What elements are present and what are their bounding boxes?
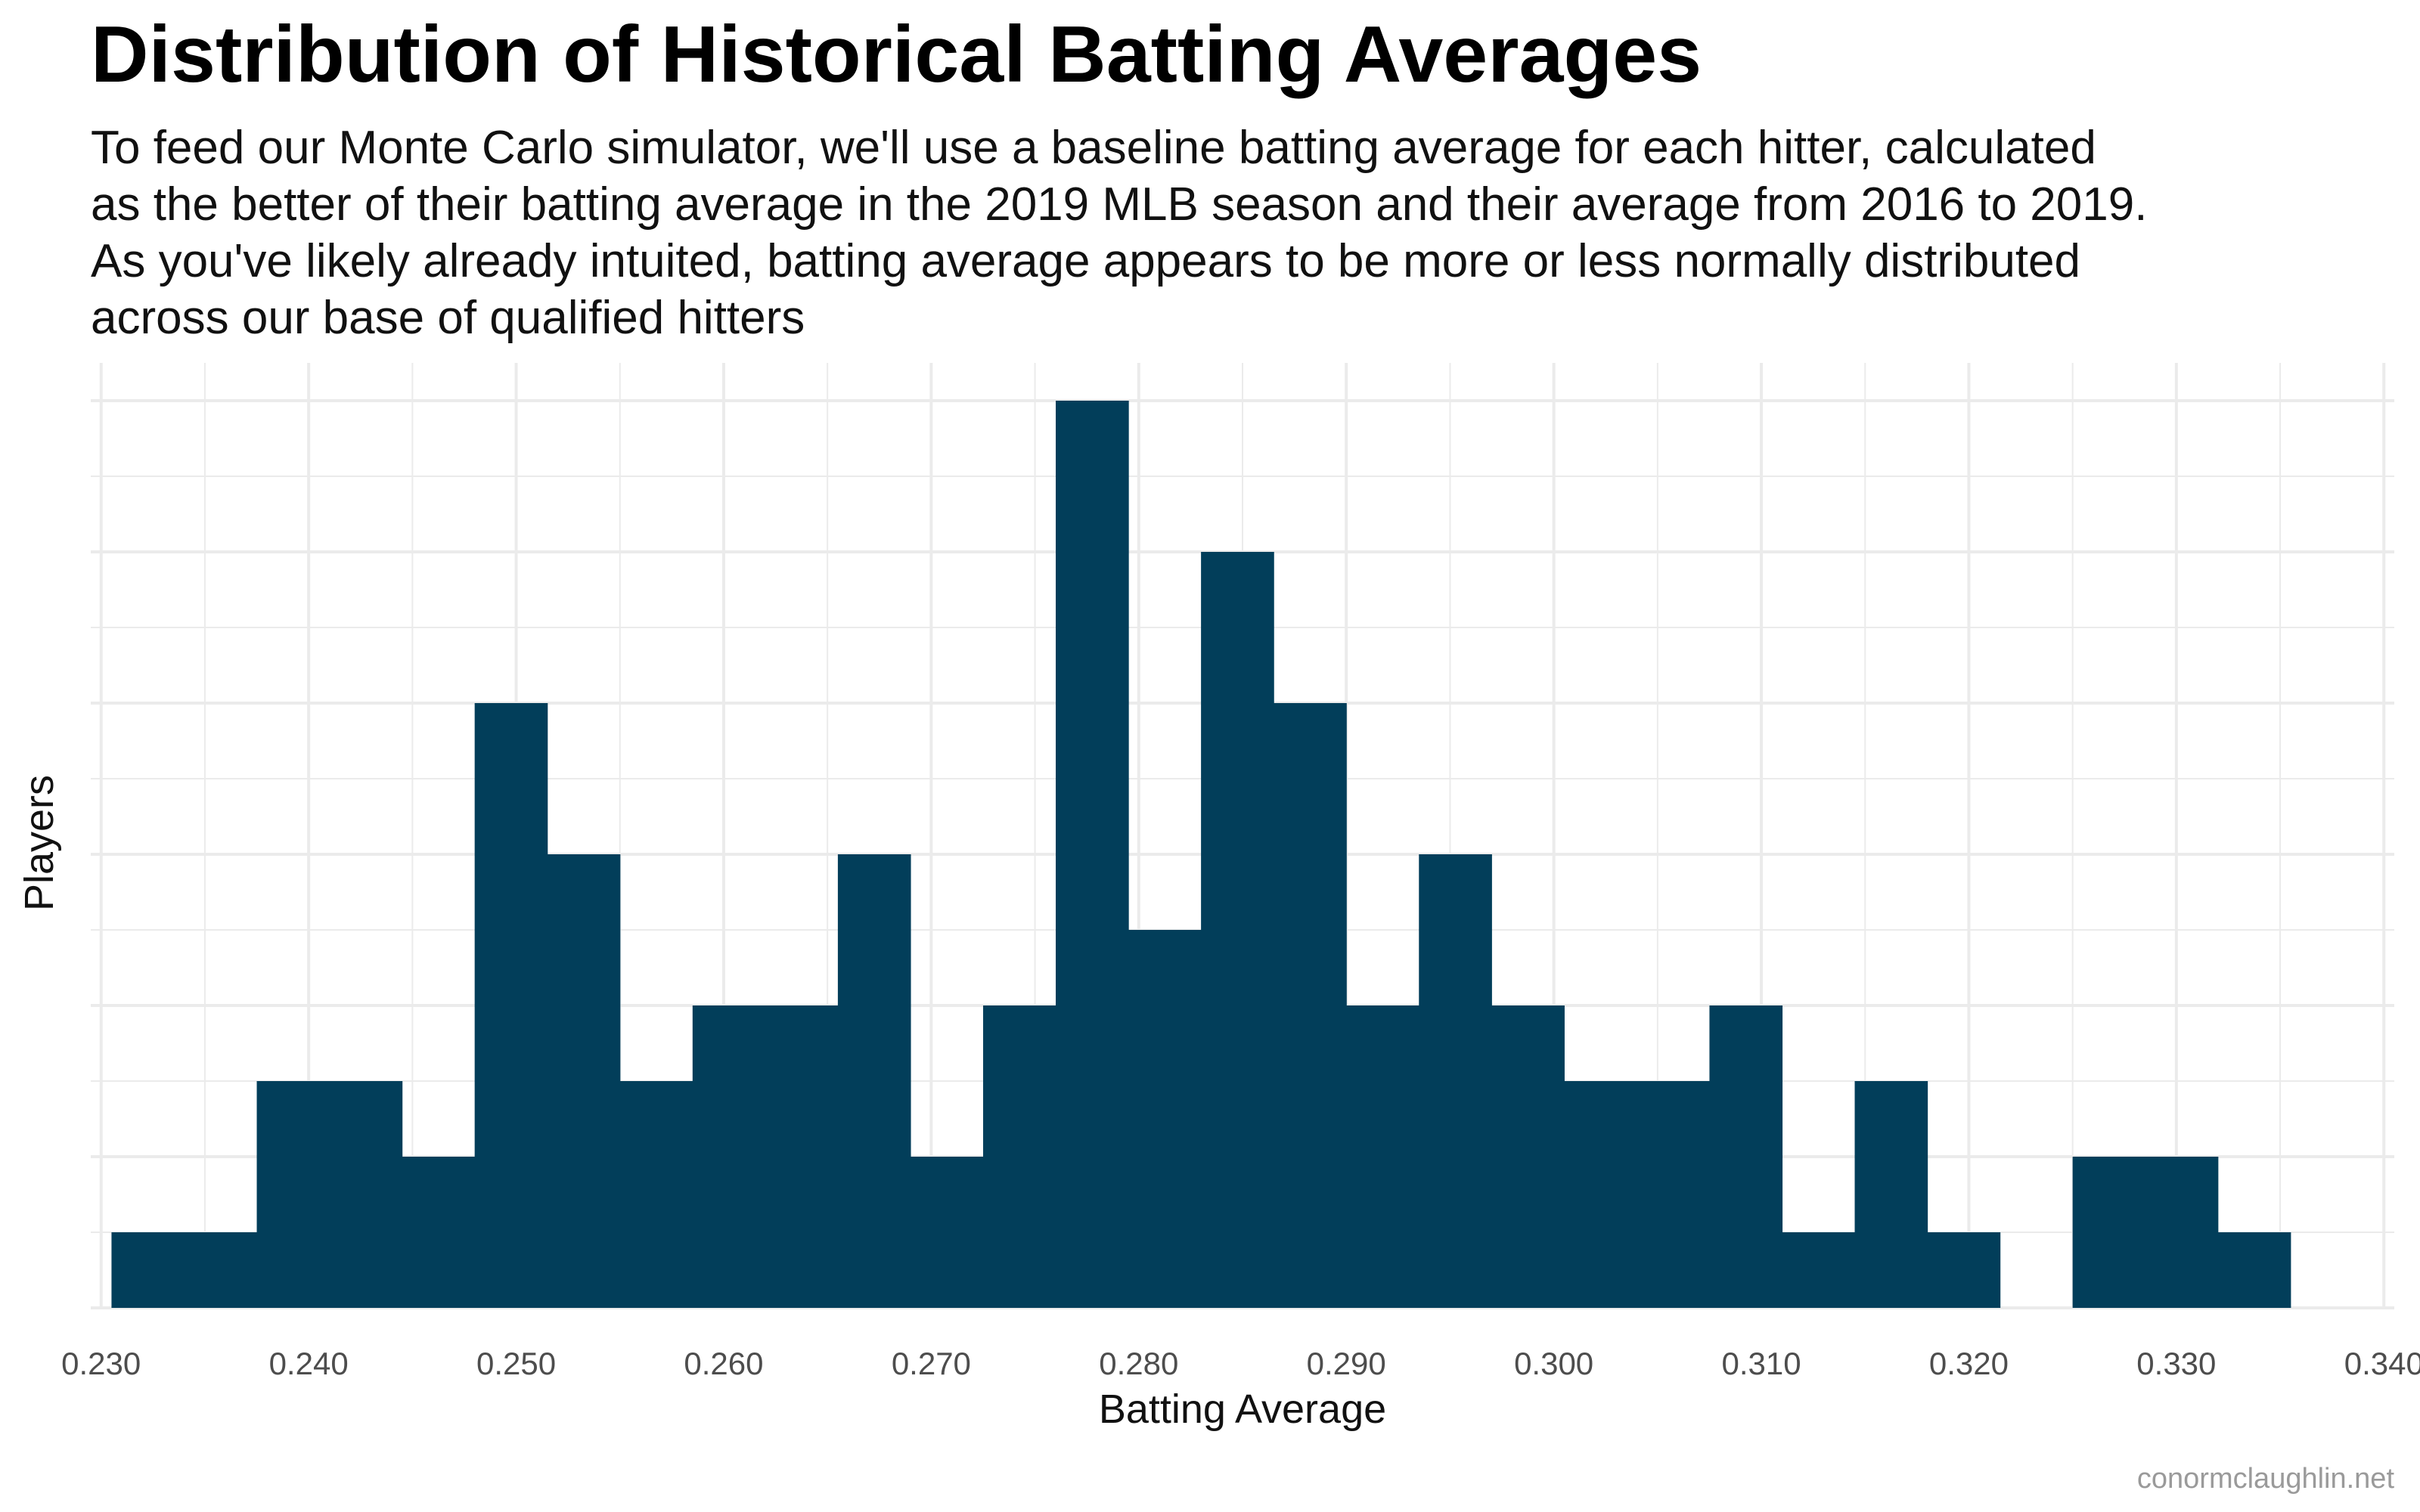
x-tick-label: 0.270 (892, 1346, 971, 1381)
histogram-bar (1854, 1081, 1928, 1308)
caption: conormclaughlin.net (2136, 1463, 2394, 1495)
histogram-bar (1782, 1232, 1856, 1308)
chart-subtitle: To feed our Monte Carlo simulator, we'll… (91, 119, 2390, 346)
histogram-bar (2145, 1157, 2219, 1308)
x-tick-label: 0.290 (1307, 1346, 1386, 1381)
histogram-bar (1637, 1081, 1711, 1308)
histogram-bar (111, 1232, 185, 1308)
y-axis-title: Players (17, 775, 62, 911)
x-axis-title: Batting Average (1099, 1387, 1386, 1432)
subtitle-line: across our base of qualified hitters (91, 292, 805, 344)
histogram-bar (910, 1157, 984, 1308)
x-tick-label: 0.240 (269, 1346, 349, 1381)
subtitle-line: as the better of their batting average i… (91, 178, 2148, 231)
histogram-bar (765, 1005, 839, 1308)
histogram-bar (1564, 1081, 1637, 1308)
x-tick-label: 0.330 (2136, 1346, 2216, 1381)
histogram-bars (111, 401, 2291, 1308)
x-tick-label: 0.310 (1721, 1346, 1801, 1381)
histogram-bar (256, 1081, 330, 1308)
histogram-bar (1274, 703, 1347, 1308)
x-tick-label: 0.320 (1929, 1346, 2009, 1381)
subtitle-line: To feed our Monte Carlo simulator, we'll… (91, 122, 2096, 174)
x-tick-label: 0.280 (1099, 1346, 1178, 1381)
histogram-bar (1419, 854, 1492, 1308)
x-tick-label: 0.340 (2344, 1346, 2420, 1381)
histogram-bar (547, 854, 621, 1308)
histogram-bar (1491, 1005, 1565, 1308)
histogram-bar (329, 1081, 403, 1308)
histogram-bar (1056, 401, 1129, 1308)
histogram-bar (1201, 552, 1274, 1308)
histogram-bar (837, 854, 911, 1308)
histogram-bar (1128, 930, 1202, 1308)
subtitle-line: As you've likely already intuited, batti… (91, 235, 2081, 287)
histogram-bar (402, 1157, 476, 1308)
histogram-bar (982, 1005, 1056, 1308)
histogram-bar (1346, 1005, 1419, 1308)
x-tick-label: 0.300 (1514, 1346, 1593, 1381)
histogram-bar (692, 1005, 766, 1308)
histogram-bar (1709, 1005, 1783, 1308)
histogram-bar (2217, 1232, 2291, 1308)
chart-title: Distribution of Historical Batting Avera… (91, 10, 1702, 99)
x-tick-label: 0.230 (61, 1346, 141, 1381)
histogram-bar (184, 1232, 258, 1308)
x-axis-ticks: 0.230 0.240 0.250 0.260 0.270 0.280 0.290 0.300… (61, 1346, 2420, 1381)
histogram-bar (474, 703, 548, 1308)
histogram-bar (619, 1081, 693, 1308)
histogram-bar (2072, 1157, 2146, 1308)
x-tick-label: 0.260 (684, 1346, 763, 1381)
histogram-bar (1927, 1232, 2001, 1308)
x-tick-label: 0.250 (476, 1346, 556, 1381)
